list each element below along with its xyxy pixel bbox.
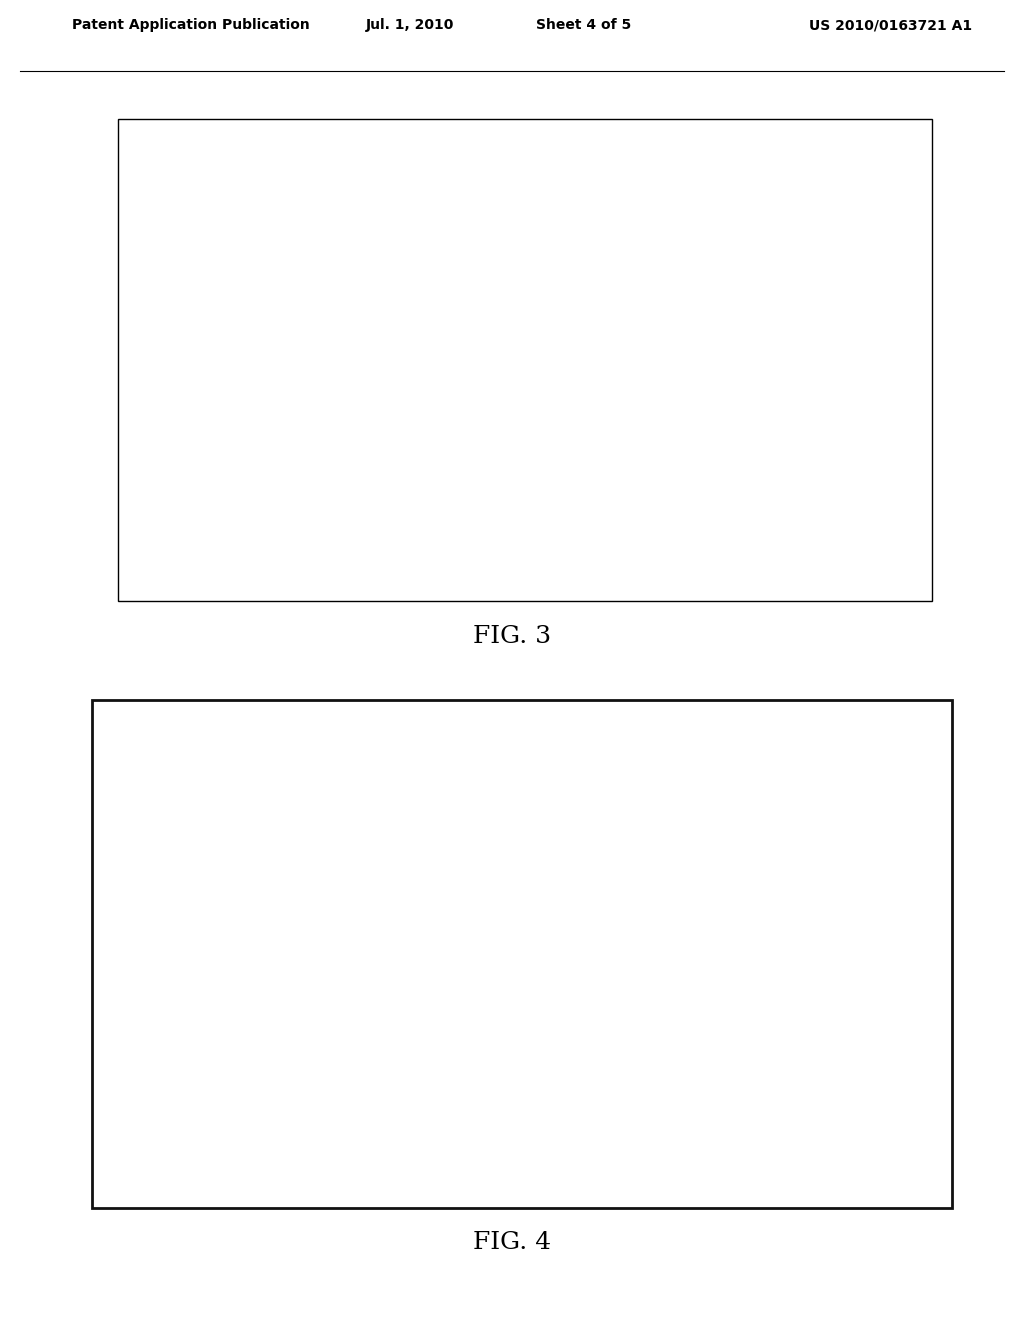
Text: FIG. 3: FIG. 3 [473,626,551,648]
Text: Sheet 4 of 5: Sheet 4 of 5 [536,18,632,33]
Organic [716,496,728,512]
Legend: Aqueous, Organic: Aqueous, Organic [458,378,568,424]
Text: Peak #2: Peak #2 [205,867,214,899]
Aqueous [843,185,855,201]
Text: Peak #6: Peak #6 [590,932,599,965]
X-axis label: m/z (amu): m/z (amu) [502,1159,589,1173]
Y-axis label: Intensity (units): Intensity (units) [123,891,135,990]
Text: Peak #2 + 16 amu: Peak #2 + 16 amu [214,788,223,861]
Text: Peak #4 + 16 amu: Peak #4 + 16 amu [541,746,550,817]
Aqueous [763,185,775,201]
Text: US 2010/0163721 A1: US 2010/0163721 A1 [809,18,973,33]
Text: Peak #5 + 16 amu: Peak #5 + 16 amu [518,805,527,878]
Organic [843,496,855,512]
Organic [652,185,665,201]
Aqueous [209,185,221,201]
Title: Short MS Chromatography Gradient: Short MS Chromatography Gradient [367,133,729,152]
Text: Jul. 1, 2010: Jul. 1, 2010 [366,18,454,33]
Text: Peak #7 + 16 amu: Peak #7 + 16 amu [693,726,702,797]
Aqueous [684,496,696,512]
Text: Peak #5: Peak #5 [527,813,537,845]
Line: Organic: Organic [211,189,853,510]
X-axis label: Time: Time [527,550,568,566]
Text: Peak #4: Peak #4 [492,878,501,911]
Text: Peak #8: Peak #8 [796,932,805,965]
Title: Post-collision Fragments Showing +16 Mass Units: Post-collision Fragments Showing +16 Mas… [311,734,779,752]
Text: Peak #1 + 16 amu: Peak #1 + 16 amu [186,871,196,942]
Text: Peak #3: Peak #3 [437,954,446,986]
Organic [526,306,539,322]
Line: Aqueous: Aqueous [211,189,853,510]
Organic [684,185,696,201]
Organic [241,496,253,512]
Aqueous [526,375,539,391]
Text: Peak #3 + 16 amu: Peak #3 + 16 amu [446,875,456,946]
Aqueous [241,185,253,201]
Y-axis label: Percent Buffer: Percent Buffer [144,290,158,389]
Aqueous [652,496,665,512]
Text: Peak #7: Peak #7 [684,799,693,830]
Text: Peak #6 + 16 amu: Peak #6 + 16 amu [599,859,608,932]
Text: Peak #1: Peak #1 [173,944,182,975]
Text: Peak #8 + 16 amu: Peak #8 + 16 amu [805,854,814,925]
Text: FIG. 4: FIG. 4 [473,1230,551,1254]
Organic [209,496,221,512]
Text: Patent Application Publication: Patent Application Publication [72,18,309,33]
